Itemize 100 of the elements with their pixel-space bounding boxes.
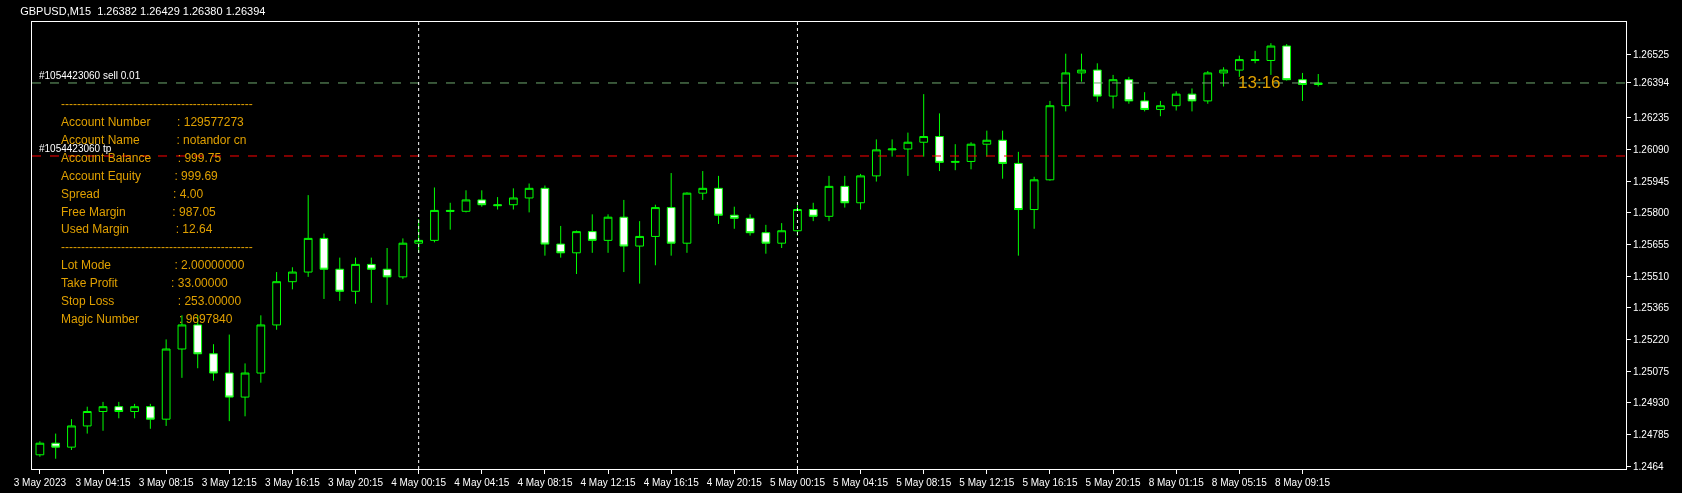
candlestick: [1298, 72, 1307, 102]
candlestick: [98, 401, 108, 432]
candlestick: [1171, 90, 1181, 112]
x-tick-label: 4 May 20:15: [706, 477, 763, 488]
candlestick: [114, 401, 124, 419]
chart-title: GBPUSD,M15 1.26382 1.26429 1.26380 1.26394: [20, 5, 266, 18]
candlestick: [698, 170, 708, 201]
candlestick: [398, 237, 408, 280]
candlestick: [209, 343, 218, 382]
candlestick: [1282, 43, 1292, 82]
candlestick: [1108, 74, 1118, 110]
candlestick: [666, 172, 676, 257]
annotation: Spread : 4.00: [61, 187, 204, 201]
candlestick: [603, 213, 613, 254]
candlestick: [430, 186, 439, 243]
candlestick: [493, 196, 502, 211]
candlestick: [887, 138, 897, 158]
x-tick-label: 8 May 01:15: [1148, 477, 1205, 488]
candlestick: [319, 233, 329, 300]
x-tick-label: 3 May 16:15: [264, 477, 321, 488]
y-tick-label: 1.2464: [1633, 460, 1665, 472]
candlestick: [871, 138, 881, 183]
ref-line-label: #1054423060 sell 0.01: [39, 70, 141, 81]
x-tick-label: 5 May 16:15: [1022, 477, 1078, 488]
candlestick: [1234, 55, 1244, 78]
candlestick: [919, 93, 929, 158]
x-tick-label: 8 May 09:15: [1274, 477, 1331, 488]
candlestick: [1061, 53, 1071, 112]
y-tick-label: 1.26394: [1633, 77, 1670, 89]
candlestick: [508, 187, 518, 211]
annotation: Lot Mode : 2.00000000: [61, 258, 245, 272]
x-tick-label: 5 May 08:15: [896, 477, 952, 488]
y-tick-label: 1.25655: [1633, 239, 1670, 251]
candlestick: [556, 225, 566, 259]
candlestick: [524, 183, 534, 213]
candlestick: [303, 194, 313, 278]
annotation: Account Number : 129577273: [61, 115, 245, 129]
x-tick-label: 5 May 00:15: [769, 477, 826, 488]
candlestick: [587, 213, 597, 254]
annotation: ------------------------------------------------: [61, 240, 253, 254]
y-tick-label: 1.25510: [1633, 270, 1670, 282]
candlestick: [1203, 70, 1213, 105]
candlestick: [366, 257, 376, 304]
annotation: Take Profit : 33.00000: [61, 276, 229, 290]
candlestick: [146, 403, 155, 430]
y-tick-label: 1.25075: [1633, 365, 1670, 377]
candlestick: [856, 173, 865, 211]
candlestick: [1250, 50, 1260, 64]
annotation: Free Margin : 987.05: [61, 205, 217, 219]
candlestick: [1219, 66, 1228, 87]
y-tick-label: 1.25800: [1633, 207, 1670, 219]
x-tick-label: 3 May 12:15: [201, 477, 258, 488]
candlestick: [761, 224, 771, 255]
x-tick-label: 3 May 2023: [13, 477, 67, 488]
candlestick: [382, 247, 392, 306]
candlestick: [1187, 87, 1197, 112]
annotation: 13:16: [1238, 73, 1281, 92]
candlestick: [998, 130, 1007, 180]
x-tick-label: 4 May 04:15: [454, 477, 510, 488]
y-tick-label: 1.25945: [1633, 175, 1670, 187]
x-tick-label: 3 May 20:15: [328, 477, 384, 488]
candlestick: [130, 403, 139, 419]
candlestick: [1029, 176, 1039, 230]
candlestick: [1140, 91, 1150, 112]
y-tick-label: 1.24930: [1633, 397, 1670, 409]
candlestick: [67, 418, 76, 451]
annotation: ------------------------------------------------: [61, 97, 253, 111]
candlestick: [950, 143, 960, 171]
candlestick: [1077, 53, 1086, 83]
candlestick: [224, 334, 234, 422]
candlestick: [840, 175, 850, 209]
candlestick: [903, 132, 913, 177]
candlestick: [714, 175, 723, 225]
candlestick: [777, 222, 787, 249]
x-tick-label: 4 May 16:15: [643, 477, 700, 488]
candlestick: [161, 338, 171, 427]
candlestick: [824, 175, 834, 222]
candlestick: [288, 266, 297, 290]
candlestick: [1266, 42, 1276, 76]
x-tick-label: 4 May 12:15: [580, 477, 636, 488]
candlestick: [1156, 100, 1165, 117]
candlestick: [635, 220, 644, 285]
candlestick: [966, 141, 976, 170]
x-tick-label: 3 May 08:15: [138, 477, 195, 488]
candlestick: [82, 406, 92, 435]
x-tick-label: 5 May 20:15: [1085, 477, 1142, 488]
candlestick: [177, 314, 187, 379]
annotation: Used Margin : 12.64: [61, 222, 213, 236]
candlestick: [572, 230, 581, 275]
y-tick-label: 1.24785: [1633, 429, 1670, 441]
candlestick: [1045, 100, 1055, 182]
candlestick: [445, 202, 455, 231]
candlestick: [808, 202, 818, 222]
y-tick-label: 1.26235: [1633, 112, 1670, 124]
candlestick: [35, 440, 45, 458]
candlestick: [745, 213, 755, 237]
candlestick: [51, 433, 61, 460]
y-tick-label: 1.26525: [1633, 48, 1670, 60]
candlestick: [256, 314, 266, 384]
candlestick: [272, 271, 281, 331]
